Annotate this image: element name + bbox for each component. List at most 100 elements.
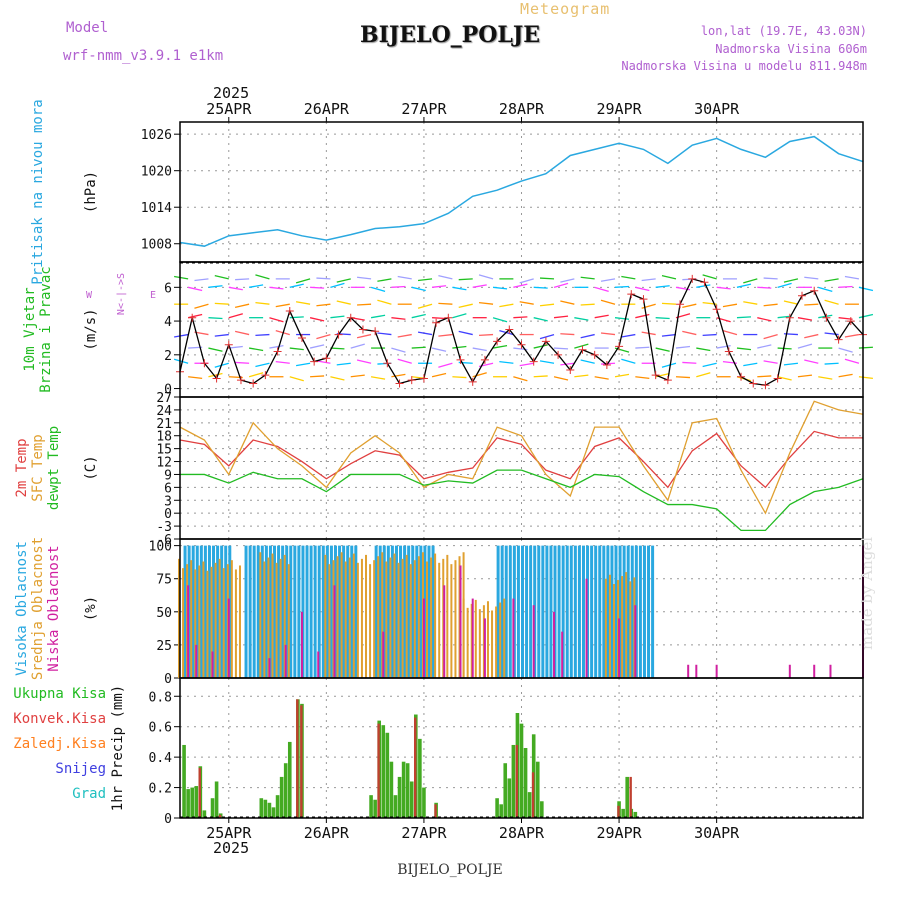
panel-label-cloud: Visoka Oblacnost [14,541,30,676]
y-tick-label: 1020 [141,165,172,180]
cloud-high-bar [252,545,256,678]
precip-total-bar [259,798,264,818]
wind-arrow [235,278,250,281]
y-tick-label: 25 [156,639,172,654]
cloud-low-bar [687,664,690,678]
wind-arrow [533,344,548,349]
cloud-high-bar [614,545,618,678]
wind-arrow [696,284,711,288]
wind-arrow [208,317,223,320]
y-tick-label: 0 [164,812,172,827]
wind-arrow [533,375,548,378]
wind-arrow [269,317,284,323]
wind-arrow [824,299,839,305]
wind-gust-marker [444,313,453,322]
wind-arrow [696,347,711,352]
wind-arrow [295,278,311,284]
wind-arrow [743,301,758,305]
precip-total-bar [621,808,625,818]
wind-gust-marker [615,342,624,351]
wind-arrow [574,374,589,378]
cloud-mid-bar [234,569,237,678]
wind-arrow [330,376,345,381]
precip-total-bar [202,810,207,818]
wind-arrow [499,361,514,364]
wind-arrow [310,375,325,378]
cloud-high-bar [285,545,289,678]
cloud-low-bar [443,585,446,678]
wind-arrow [310,286,325,289]
wind-arrow [452,286,467,291]
wind-arrow [188,376,203,379]
wind-arrow [574,343,589,349]
precip-total-bar [418,738,422,818]
wind-arrow [641,278,656,282]
wind-gust-marker [346,313,355,322]
wind-arrow [804,359,819,364]
precip-total-bar [519,723,524,818]
cloud-high-bar [342,545,346,678]
wind-arrow [655,317,670,320]
meteogram-label: Meteogram [520,0,611,18]
cloud-high-bar [325,545,329,678]
cloud-high-bar [622,545,626,678]
wind-arrow [539,303,555,307]
cloud-high-bar [256,545,260,678]
wind-gust-marker [639,295,648,304]
y-tick-label: 1014 [141,201,172,216]
y-tick-label: 75 [156,573,172,588]
cloud-mid-bar [218,558,221,678]
wind-arrow [431,372,447,378]
wind-arrow [330,347,345,350]
cloud-mid-bar [491,610,494,678]
cloud-high-bar [268,545,272,678]
wind-arrow [350,374,365,378]
wind-arrow [621,275,636,280]
wind-arrow [492,286,508,290]
wind-arrow [472,372,487,378]
wind-arrow [743,362,758,367]
wind-arrow [309,344,325,349]
wind-arrow [635,286,650,292]
wind-gust-marker [273,347,282,356]
cloud-low-bar [300,611,303,678]
cloud-low-bar [268,658,271,678]
wind-arrow [330,282,345,288]
cloud-high-bar [321,545,325,678]
cloud-mid-bar [287,564,290,678]
cloud-high-bar [212,545,216,678]
wind-gust-marker [554,350,563,359]
cloud-mid-bar [369,564,372,678]
wind-arrow [594,286,609,292]
date-label-top: 29APR [596,100,642,118]
cloud-mid-bar [389,557,392,678]
y-tick-label: 0 [164,383,172,398]
precip-total-bar [625,776,630,818]
wind-arrow [858,346,873,349]
cloud-high-bar [338,545,342,678]
wind-arrow [743,278,758,284]
wind-arrow [478,274,494,280]
precip-convective-bar [300,705,303,818]
wind-arrow [560,362,575,366]
y-tick-label: 27 [156,391,172,406]
wind-arrow [330,315,345,319]
precip-total-bar [523,748,528,818]
cloud-high-bar [431,545,435,678]
wind-arrow [194,278,209,282]
cloud-high-bar [569,545,573,678]
wind-gust-marker [810,286,819,295]
precip-total-bar [499,804,503,818]
cloud-mid-bar [413,560,416,678]
wind-arrow [560,333,575,336]
cloud-mid-bar [275,562,278,678]
wind-arrow [187,286,203,292]
y-tick-label: 1008 [141,238,172,253]
wind-gust-marker [188,313,197,322]
cloud-low-bar [459,565,462,678]
y-tick-label: -6 [156,533,172,548]
cloud-high-bar [610,545,614,678]
wind-arrow [214,302,229,305]
wind-gust-marker [505,325,514,334]
wind-gust-marker [334,330,343,339]
